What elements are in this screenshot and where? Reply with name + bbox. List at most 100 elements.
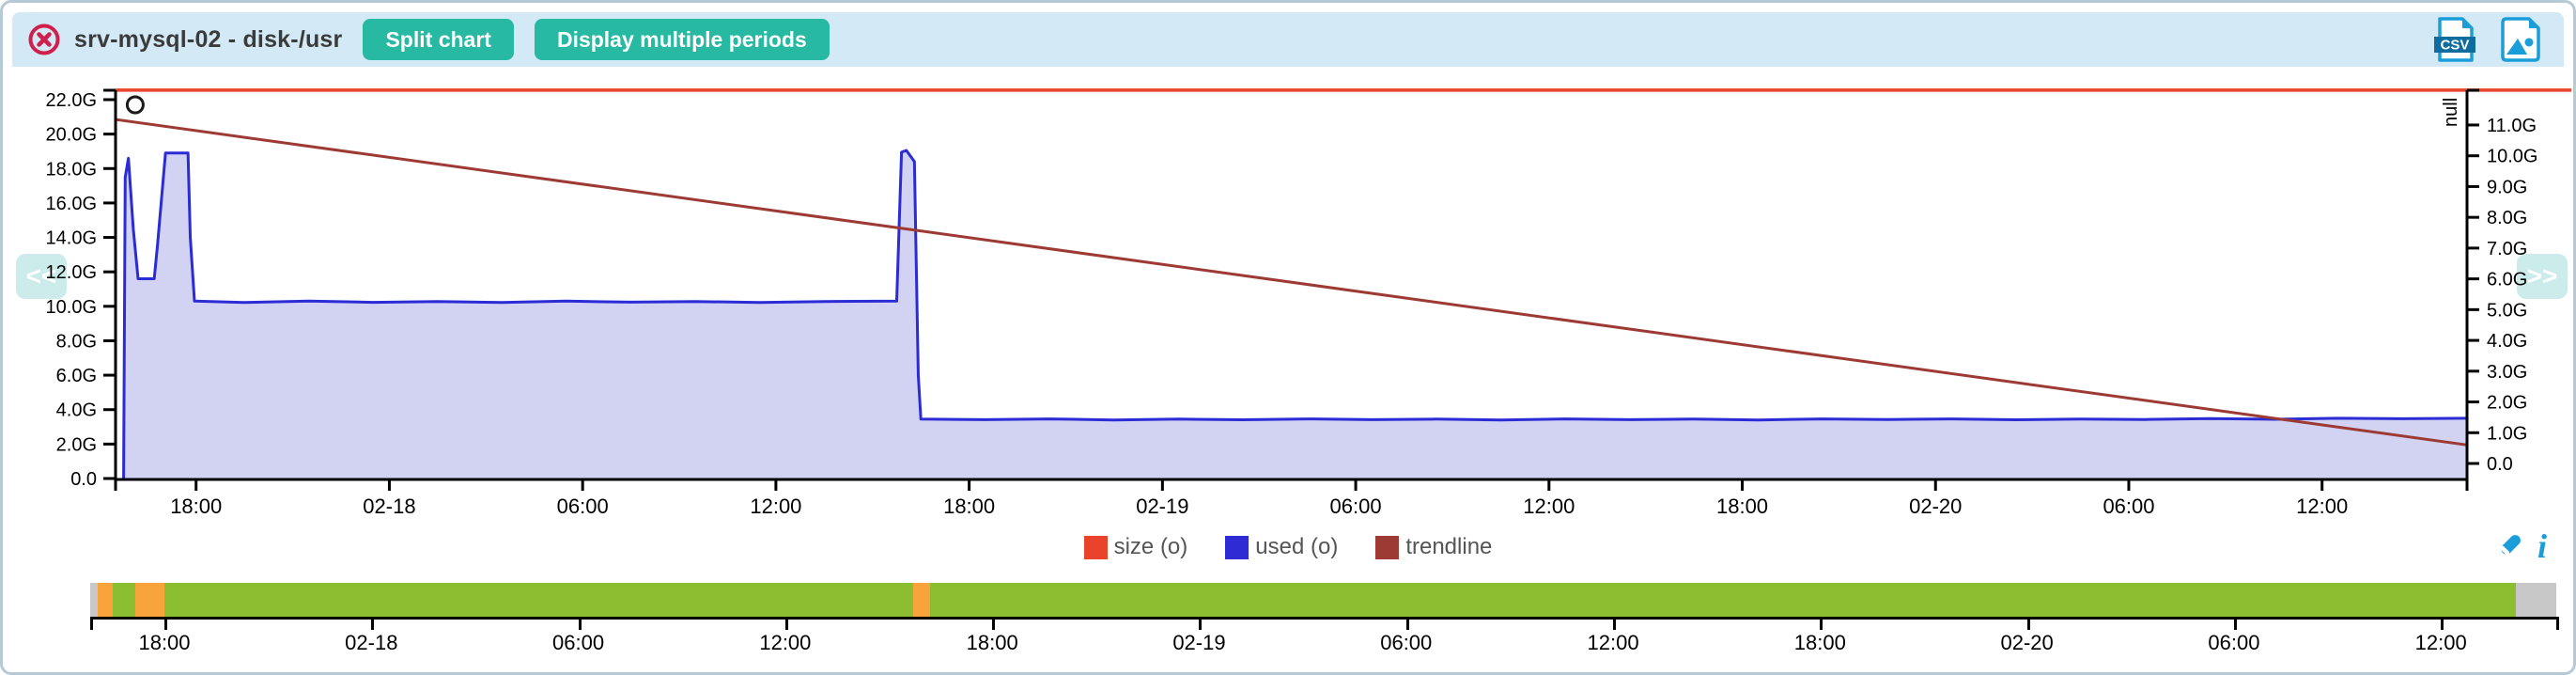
timeline-tick [2233, 620, 2237, 630]
left-axis-tick-label: 0.0 [70, 469, 97, 490]
timeline-segment-unknown [90, 583, 98, 617]
x-axis-tick-label: 18:00 [1716, 494, 1768, 518]
timeline-tick [784, 620, 788, 630]
timeline-tick-label: 06:00 [1380, 631, 1433, 654]
x-axis-tick-label: 12:00 [750, 494, 801, 518]
x-axis-tick-label: 06:00 [2103, 494, 2154, 518]
left-axis-tick-label: 14.0G [46, 228, 97, 249]
right-axis-tick-label: 3.0G [2487, 362, 2527, 383]
edit-icon[interactable] [2496, 531, 2524, 562]
legend-swatch [1083, 535, 1108, 559]
timeline-tick-label: 18:00 [138, 631, 191, 654]
timeline-segment-warning [912, 583, 931, 617]
right-axis-tick-label: 4.0G [2487, 331, 2527, 352]
timeline-tick-label: 06:00 [2208, 631, 2260, 654]
left-axis-tick-label: 2.0G [56, 434, 97, 455]
legend-swatch [1225, 535, 1249, 559]
used-area-fill [123, 150, 2467, 479]
timeline-tick-label: 02-20 [2000, 631, 2054, 654]
timeline-segment-unknown [2515, 583, 2556, 617]
timeline-tick [1613, 620, 1617, 630]
right-axis-tick-label: 8.0G [2487, 208, 2527, 228]
timeline-segment-normal [930, 583, 2516, 617]
left-axis-tick-label: 4.0G [56, 400, 97, 421]
right-axis-tick-label: 10.0G [2487, 147, 2537, 167]
used-line-series [122, 149, 2468, 479]
next-period-button[interactable]: >> [2517, 254, 2568, 299]
main-chart: 0.02.0G4.0G6.0G8.0G10.0G12.0G14.0G16.0G1… [46, 88, 2571, 518]
timeline-axis-end-tick [2556, 620, 2559, 630]
left-axis-tick-label: 8.0G [56, 331, 97, 352]
x-axis-tick-label: 02-20 [1909, 494, 1962, 518]
timeline-tick [578, 620, 582, 630]
axes-layer [103, 88, 2479, 491]
status-timeline-bar [90, 583, 2556, 617]
split-chart-button[interactable]: Split chart [363, 19, 514, 60]
previous-period-button[interactable]: << [16, 254, 67, 299]
csv-export-icon[interactable]: CSV [2432, 16, 2477, 63]
legend-item: used (o) [1225, 534, 1338, 560]
left-axis-tick-label: 6.0G [56, 366, 97, 386]
left-axis-tick-label: 10.0G [46, 297, 97, 318]
left-axis-tick-label: 18.0G [46, 159, 97, 180]
event-marker-circle [125, 95, 145, 115]
trendline-series [115, 118, 2468, 447]
timeline-segment-warning [97, 583, 113, 617]
x-axis-tick-label: 18:00 [943, 494, 995, 518]
x-axis-tick-label: 12:00 [2296, 494, 2348, 518]
timeline-tick-label: 12:00 [1587, 631, 1639, 654]
legend-label: size (o) [1113, 534, 1188, 559]
chart-tools: i [2496, 529, 2547, 563]
header-bar: srv-mysql-02 - disk-/usr Split chart Dis… [12, 12, 2564, 67]
x-axis-tick-label: 06:00 [557, 494, 609, 518]
close-icon[interactable] [27, 23, 61, 56]
legend-item: trendline [1375, 534, 1492, 560]
timeline-tick-label: 12:00 [2414, 631, 2467, 654]
timeline-tick-label: 02-18 [345, 631, 398, 654]
svg-text:CSV: CSV [2441, 38, 2470, 54]
right-axis-tick-label: 11.0G [2487, 116, 2537, 136]
left-axis-tick-label: 22.0G [46, 90, 97, 111]
right-axis-unit-label: null [2441, 98, 2461, 127]
series-layer [115, 88, 2571, 479]
right-axis-tick-label: 2.0G [2487, 393, 2527, 414]
timeline-tick-label: 12:00 [759, 631, 812, 654]
chart-legend: size (o) used (o) trendline [3, 527, 2573, 567]
image-export-icon[interactable] [2498, 16, 2543, 63]
timeline-tick [371, 620, 375, 630]
legend-label: trendline [1405, 534, 1493, 559]
timeline-tick-label: 18:00 [966, 631, 1018, 654]
x-axis-tick-label: 02-18 [363, 494, 415, 518]
right-axis-tick-label: 5.0G [2487, 300, 2527, 321]
right-axis-tick-label: 1.0G [2487, 423, 2527, 444]
right-axis-tick-label: 0.0 [2487, 454, 2513, 475]
timeline-tick [2441, 620, 2444, 630]
x-axis-tick-label: 18:00 [170, 494, 222, 518]
timeline-axis-end-tick [90, 620, 93, 630]
legend-label: used (o) [1255, 534, 1339, 559]
timeline-tick-label: 18:00 [1793, 631, 1846, 654]
x-axis-tick-label: 12:00 [1523, 494, 1575, 518]
timeline-tick [1820, 620, 1823, 630]
timeline-tick-label: 02-19 [1172, 631, 1226, 654]
legend-item: size (o) [1083, 534, 1188, 560]
timeline-tick [992, 620, 996, 630]
timeline-tick [1199, 620, 1203, 630]
left-axis-tick-label: 16.0G [46, 194, 97, 214]
timeline-tick [2026, 620, 2030, 630]
right-axis-tick-label: 9.0G [2487, 177, 2527, 197]
x-axis-tick-label: 06:00 [1330, 494, 1382, 518]
timeline-segment-normal [164, 583, 913, 617]
x-axis-tick-label: 02-19 [1136, 494, 1188, 518]
timeline-segment-normal [112, 583, 136, 617]
info-icon[interactable]: i [2537, 527, 2547, 565]
timeline-segment-warning [135, 583, 164, 617]
page-title: srv-mysql-02 - disk-/usr [74, 25, 343, 53]
timeline-tick-label: 06:00 [552, 631, 605, 654]
left-axis-tick-label: 20.0G [46, 125, 97, 146]
legend-swatch [1375, 535, 1400, 559]
timeline-tick [164, 620, 167, 630]
timeline-tick [1405, 620, 1409, 630]
display-multiple-periods-button[interactable]: Display multiple periods [534, 19, 830, 60]
